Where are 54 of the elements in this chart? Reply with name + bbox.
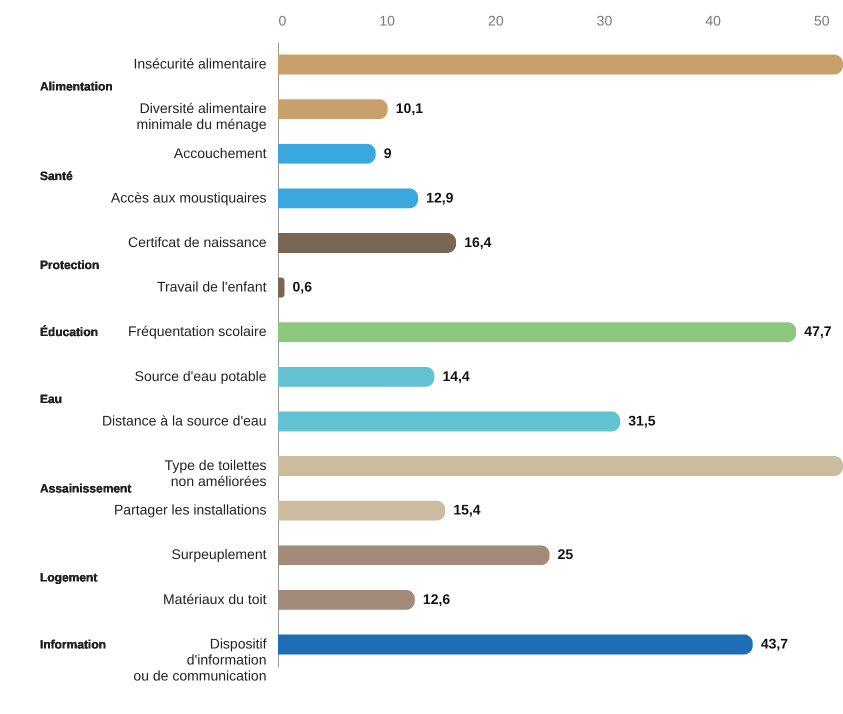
data-label: 9 bbox=[384, 144, 392, 161]
y-tick-label: Travail de l'enfant bbox=[156, 278, 267, 295]
x-tick-label: 10 bbox=[379, 12, 396, 28]
text: Éducation bbox=[40, 325, 98, 340]
y-tick-label: Accès aux moustiquaires bbox=[110, 189, 266, 206]
y-tick-label: Matériaux du toit bbox=[163, 590, 267, 607]
data-label: 31,5 bbox=[628, 412, 656, 428]
data-label: 12,6 bbox=[422, 590, 450, 607]
data-label: 15,4 bbox=[453, 502, 481, 518]
x-tick-label: 40 bbox=[705, 12, 722, 28]
y-tick-label: Partager les installations bbox=[114, 502, 266, 518]
y-tick-label: Certifcat de naissance bbox=[128, 234, 267, 250]
bar bbox=[278, 411, 620, 432]
bar bbox=[278, 322, 796, 342]
data-label: 14,4 bbox=[442, 368, 470, 384]
data-label: 43,7 bbox=[760, 635, 788, 652]
y-tick-label: Insécurité alimentaire bbox=[133, 56, 267, 72]
bar bbox=[278, 188, 418, 208]
bar bbox=[278, 54, 843, 75]
y-tick-label: Accouchement bbox=[174, 144, 267, 161]
y-tick-label: Fréquentation scolaire bbox=[128, 323, 267, 340]
y-tick-label: Distance à la source d'eau bbox=[102, 412, 266, 428]
bar bbox=[278, 590, 415, 610]
data-label: 16,4 bbox=[464, 234, 492, 250]
x-tick-label: 50 bbox=[814, 12, 830, 28]
x-tick-label: 20 bbox=[488, 12, 504, 28]
data-label: 0,6 bbox=[292, 278, 312, 295]
y-tick-label: Dispositif d'information ou de communication bbox=[133, 635, 267, 684]
text: Alimentation bbox=[40, 80, 113, 94]
data-label: 25 bbox=[558, 546, 574, 562]
text: Protection bbox=[40, 258, 100, 272]
bar bbox=[278, 144, 376, 164]
x-tick-label: 0 bbox=[278, 12, 286, 28]
text: Information bbox=[40, 638, 106, 652]
y-tick-label: Surpeuplement bbox=[172, 546, 267, 562]
x-tick-label: 30 bbox=[596, 12, 612, 28]
y-tick-label: Diversité alimentaire minimale du ménage bbox=[136, 100, 267, 132]
data-label: 10,1 bbox=[396, 100, 424, 116]
text: Eau bbox=[40, 392, 62, 406]
bar bbox=[278, 99, 388, 120]
data-label: 12,9 bbox=[426, 189, 454, 206]
bar bbox=[278, 456, 843, 476]
text: Logement bbox=[40, 570, 98, 585]
text: Santé bbox=[40, 168, 74, 183]
bar bbox=[278, 366, 434, 387]
text: Assainissement bbox=[40, 481, 132, 496]
bar bbox=[278, 500, 446, 521]
bar bbox=[278, 232, 456, 254]
bar bbox=[278, 545, 550, 566]
bar bbox=[278, 634, 753, 655]
bar bbox=[278, 278, 285, 298]
y-tick-label: Type de toilettes non améliorées bbox=[164, 457, 266, 490]
y-tick-label: Source d'eau potable bbox=[134, 368, 267, 384]
data-label: 47,7 bbox=[804, 323, 832, 340]
